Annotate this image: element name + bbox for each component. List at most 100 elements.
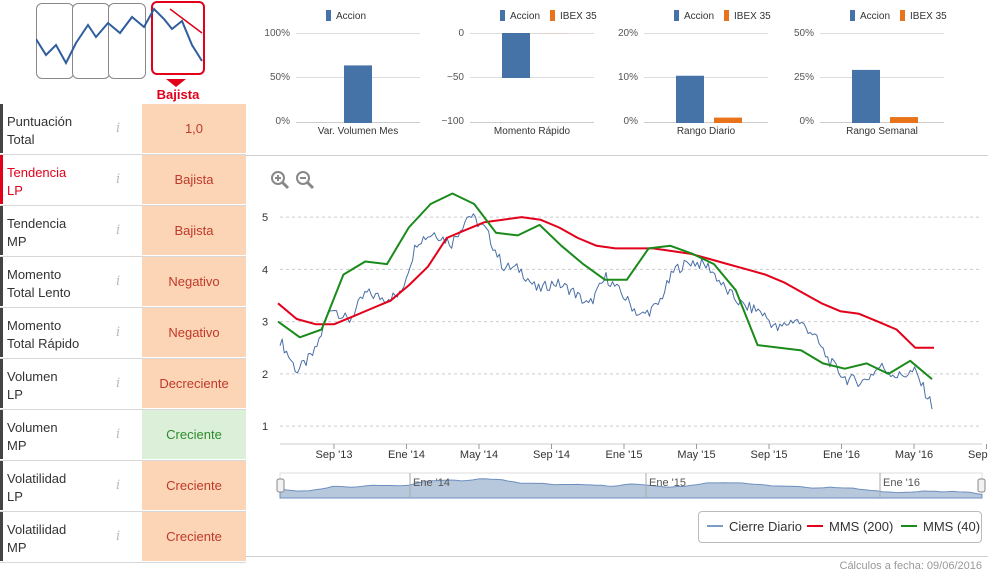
mini-legend-item[interactable]: Accion [500,10,540,22]
mini-legend-item[interactable]: IBEX 35 [724,10,771,22]
indicator-label: Volumen MP [0,410,141,459]
x-tick-label: May '15 [677,449,715,461]
mini-bar[interactable] [714,117,742,123]
y-tick-label: 4 [262,264,268,276]
mini-axis-tick: 100% [264,28,290,39]
navigator-label: Ene '15 [649,477,686,489]
chart-legend: Cierre Diario MMS (200) MMS (40) [698,511,982,543]
indicator-row: Puntuación Total i 1,0 [0,104,246,155]
indicator-value: Creciente [142,410,246,459]
info-icon[interactable]: i [116,376,121,391]
indicator-value: 1,0 [142,104,246,153]
indicator-value: Negativo [142,308,246,357]
mini-legend-label: Accion [336,11,367,22]
trend-lines [36,7,203,87]
x-tick-label: Sep '16 [968,449,988,461]
indicator-label-line1: Volumen [7,369,58,384]
mini-bar[interactable] [852,69,880,123]
x-tick-label: Sep '14 [533,449,570,461]
mini-chart-plot [470,33,594,123]
indicator-label-line1: Tendencia [7,165,67,180]
mini-chart-caption: Rango Diario [676,126,736,137]
mini-legend-label: IBEX 35 [910,11,947,22]
mini-chart-legend: Accion IBEX 35 [500,10,607,22]
mini-bar[interactable] [890,117,918,123]
series-line-2[interactable] [277,192,933,380]
trend-icon-rising[interactable] [108,3,146,79]
legend-label-mms200: MMS (200) [829,519,894,534]
info-icon[interactable]: i [116,478,121,493]
mini-axis-tick: 50% [793,28,814,39]
indicator-label-line2: MP [7,234,27,249]
indicator-row: Volumen LP i Decreciente [0,359,246,410]
mini-legend-item[interactable]: Accion [674,10,714,22]
indicator-row: Tendencia MP i Bajista [0,206,246,257]
mini-axis-tick: 25% [793,72,814,83]
mini-legend-item[interactable]: IBEX 35 [550,10,597,22]
indicator-row: Volatilidad LP i Creciente [0,461,246,512]
indicator-label: Volatilidad MP [0,512,141,561]
x-tick-label: May '14 [460,449,498,461]
legend-label-mms40: MMS (40) [923,519,981,534]
info-icon[interactable]: i [116,172,121,187]
mini-chart-legend: Accion IBEX 35 [674,10,781,22]
indicator-label-line1: Volatilidad [7,471,67,486]
info-icon[interactable]: i [116,427,121,442]
zoom-in-icon[interactable] [270,170,290,190]
top-separator [246,155,988,156]
navigator-label: Ene '16 [883,477,920,489]
indicator-row: Momento Total Lento i Negativo [0,257,246,308]
x-tick-label: Ene '16 [823,449,860,461]
indicator-label: Volatilidad LP [0,461,141,510]
mini-chart-plot [644,33,768,123]
y-tick-label: 2 [262,369,268,381]
legend-item-mms200[interactable]: MMS (200) [807,519,893,534]
indicator-label-line1: Volumen [7,420,58,435]
mini-legend-label: IBEX 35 [734,11,771,22]
indicator-value: Bajista [142,155,246,204]
mini-axis-tick: −100 [441,116,464,127]
indicator-label-line1: Momento [7,267,62,282]
mini-legend-item[interactable]: Accion [850,10,890,22]
navigator-series [279,478,983,499]
calc-date: Cálculos a fecha: 09/06/2016 [839,560,983,572]
mini-axis-tick: 50% [269,72,290,83]
navigator-right-handle[interactable] [977,478,986,493]
legend-item-cierre[interactable]: Cierre Diario [707,519,802,534]
series-line-0[interactable] [279,213,933,410]
info-icon[interactable]: i [116,223,121,238]
indicator-label-line1: Momento [7,318,62,333]
indicator-label-line2: Total Lento [7,285,71,300]
mini-axis-tick: 20% [617,28,638,39]
info-icon[interactable]: i [116,121,121,136]
mini-bar[interactable] [344,65,372,123]
indicator-label: Tendencia MP [0,206,141,255]
mini-bar[interactable] [676,75,704,123]
info-icon[interactable]: i [116,529,121,544]
mini-chart-legend: Accion [326,10,376,22]
info-icon[interactable]: i [116,325,121,340]
mini-legend-item[interactable]: IBEX 35 [900,10,947,22]
series-line-1[interactable] [277,216,934,349]
mini-bar[interactable] [502,33,530,78]
mini-chart-caption: Momento Rápido [493,126,571,137]
indicator-value: Creciente [142,461,246,510]
x-tick-label: May '16 [895,449,933,461]
info-icon[interactable]: i [116,274,121,289]
legend-item-mms40[interactable]: MMS (40) [901,519,980,534]
indicator-row: Volumen MP i Creciente [0,410,246,461]
navigator-left-handle[interactable] [276,478,285,493]
mini-legend-item[interactable]: Accion [326,10,367,22]
mini-chart-legend: Accion IBEX 35 [850,10,957,22]
indicator-label-line2: MP [7,438,27,453]
trend-label: Bajista [156,87,200,102]
indicator-label-line1: Volatilidad [7,522,67,537]
price-chart[interactable]: 5 4 3 2 1 Sep '13 Ene '14 May '14 Sep '14 Ene '15… [250,190,988,510]
bottom-separator [246,556,988,557]
indicator-label: Momento Total Rápido [0,308,141,357]
trend-icon-bearish[interactable] [151,1,205,75]
indicator-label-line2: LP [7,489,23,504]
mini-axis-tick: 0% [799,116,814,127]
zoom-out-icon[interactable] [295,170,315,190]
y-tick-label: 3 [262,317,268,329]
